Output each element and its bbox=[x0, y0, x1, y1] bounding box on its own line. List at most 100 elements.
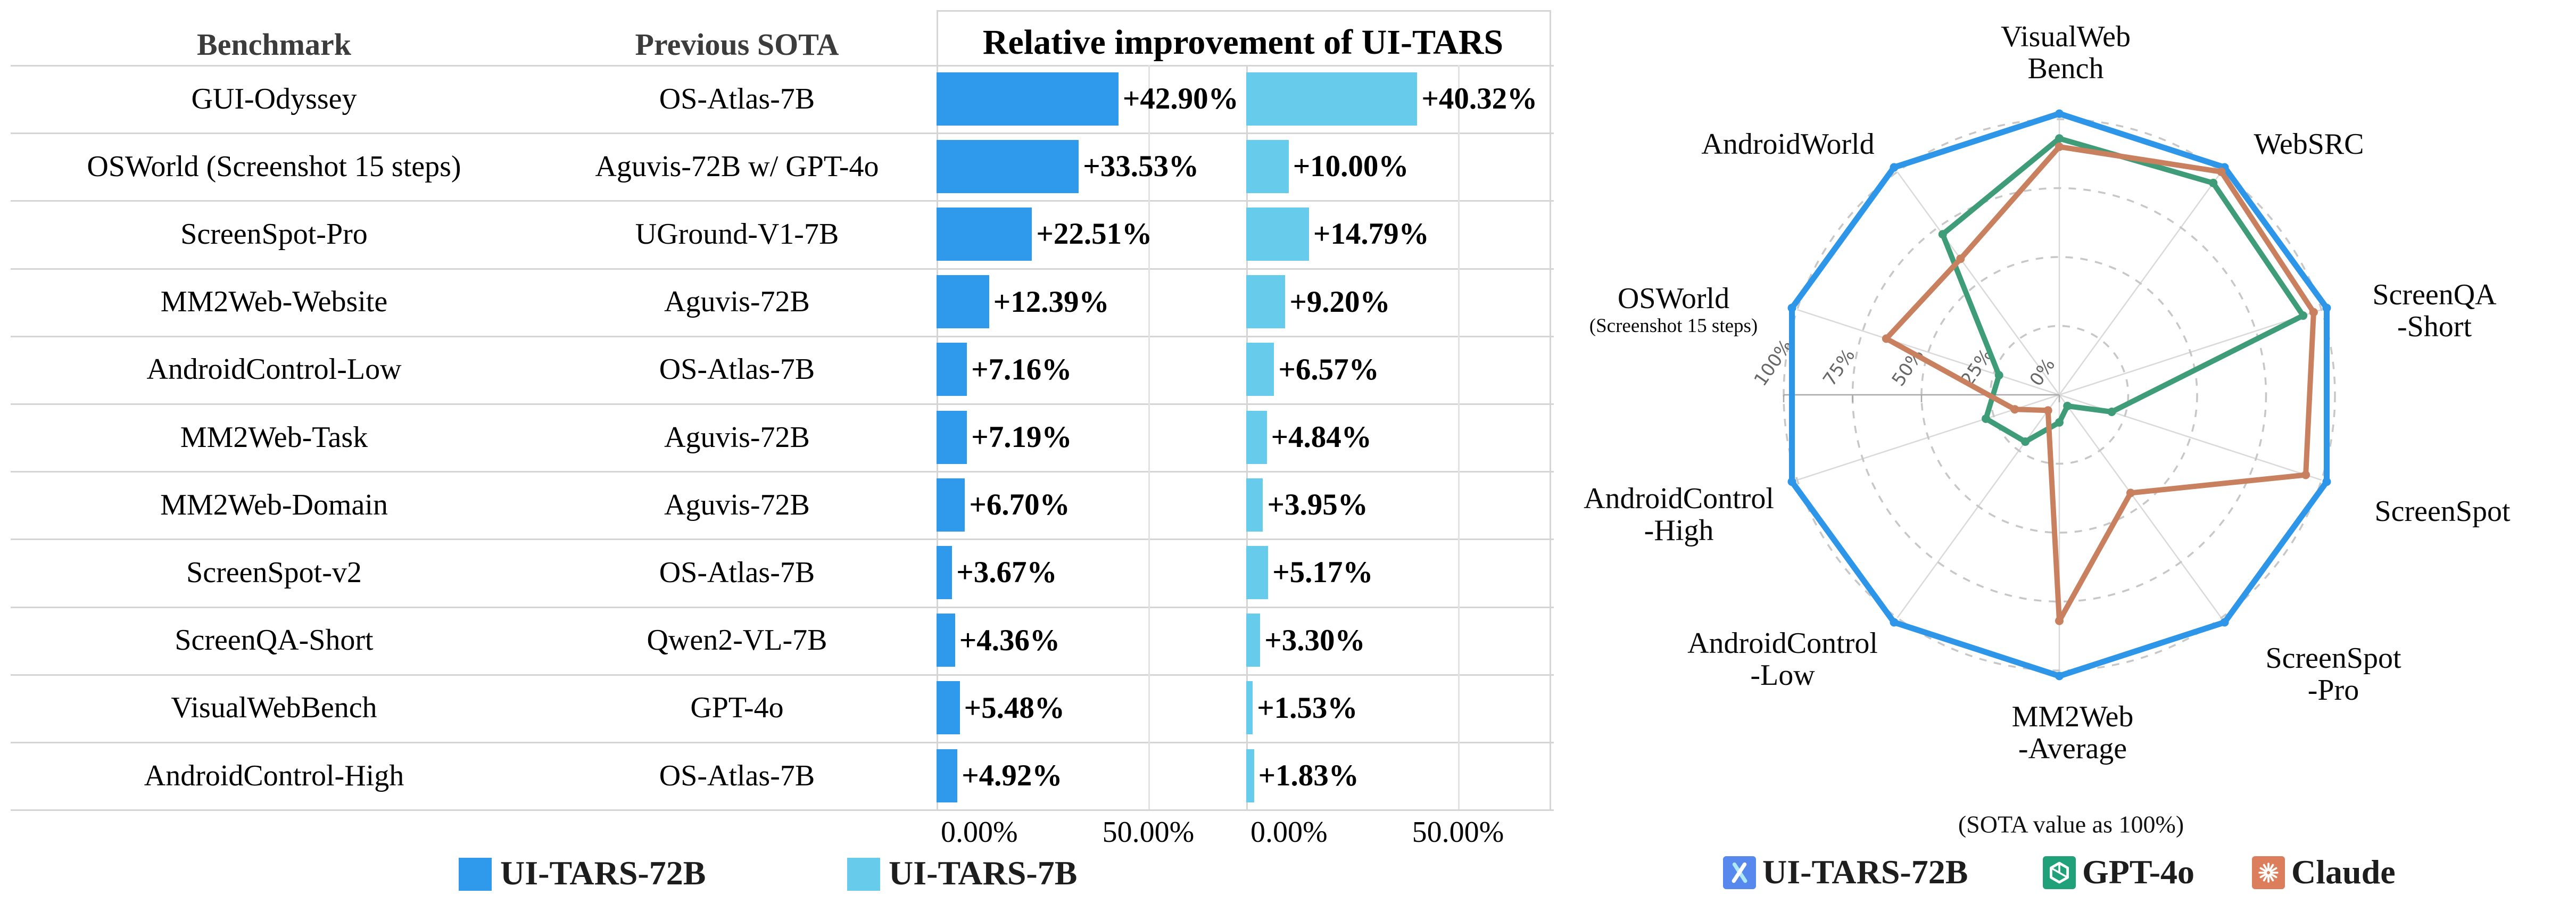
radar-marker-UI-TARS-72B bbox=[2220, 618, 2229, 627]
radar-axis-label-websrc: WebSRC bbox=[2254, 128, 2364, 161]
bar-value-uitars-72b: +7.16% bbox=[971, 352, 1072, 386]
bar-uitars-72b bbox=[937, 275, 989, 329]
radar-marker-GPT-4o bbox=[2299, 311, 2308, 320]
row-separator-line bbox=[11, 539, 1554, 541]
bar-value-uitars-72b: +33.53% bbox=[1083, 150, 1199, 184]
radar-marker-Claude bbox=[2309, 308, 2318, 317]
radar-legend-label-ui-tars-72b: UI-TARS-72B bbox=[1762, 853, 1968, 891]
bar-uitars-7b bbox=[1246, 139, 1289, 193]
radar-comparison-chart: 100% 75% 50% 25% 0% VisualWeb Bench WebSRC Scre… bbox=[1575, 0, 2576, 903]
radar-axis-label-screenqa-short: ScreenQA -Short bbox=[2372, 279, 2496, 343]
radar-tick-label: 0% bbox=[2026, 354, 2060, 390]
legend-swatch-uitars-72b bbox=[459, 858, 492, 891]
radar-marker-GPT-4o bbox=[2209, 178, 2218, 187]
bar-value-uitars-72b: +4.36% bbox=[959, 623, 1060, 657]
radar-marker-GPT-4o bbox=[2055, 134, 2064, 143]
radar-axis-label-line: MM2Web bbox=[2011, 700, 2134, 734]
radar-spoke-line bbox=[1896, 171, 2060, 395]
bar-uitars-7b bbox=[1246, 546, 1269, 599]
bar-value-uitars-7b: +14.79% bbox=[1313, 217, 1429, 251]
radar-marker-GPT-4o bbox=[2021, 437, 2030, 446]
fifty-percent-gridline bbox=[1458, 65, 1460, 810]
radar-marker-UI-TARS-72B bbox=[1787, 477, 1796, 486]
radar-axis-label-line: VisualWeb bbox=[2000, 20, 2131, 54]
fifty-percent-gridline bbox=[1148, 65, 1150, 810]
radar-marker-UI-TARS-72B bbox=[1787, 303, 1796, 312]
bar-value-uitars-7b: +3.95% bbox=[1267, 488, 1368, 522]
radar-series-Claude bbox=[1883, 144, 2316, 624]
radar-marker-UI-TARS-72B bbox=[2055, 109, 2064, 118]
radar-grid-ring bbox=[1851, 187, 2267, 603]
radar-marker-UI-TARS-72B bbox=[1890, 618, 1899, 627]
radar-marker-Claude bbox=[2301, 470, 2310, 479]
bar-value-uitars-7b: +1.83% bbox=[1258, 759, 1359, 793]
radar-marker-UI-TARS-72B bbox=[1890, 163, 1899, 172]
radar-axis-label-screenspot: ScreenSpot bbox=[2374, 495, 2510, 528]
row-separator-line bbox=[11, 65, 1554, 67]
radar-marker-Claude bbox=[2055, 616, 2064, 625]
bar-uitars-7b bbox=[1246, 410, 1267, 464]
benchmark-cell: GUI-Odyssey bbox=[191, 82, 357, 115]
radar-marker-GPT-4o bbox=[2063, 401, 2072, 410]
radar-axis-label-line: ScreenQA bbox=[2372, 278, 2497, 312]
legend-label-uitars-72b: UI-TARS-72B bbox=[500, 854, 706, 892]
bar-uitars-72b bbox=[937, 478, 965, 532]
radar-marker-Claude bbox=[2217, 167, 2226, 176]
uitars-logo-icon bbox=[1732, 862, 1747, 883]
previous-sota-cell: Aguvis-72B bbox=[664, 285, 810, 319]
bar-uitars-7b bbox=[1246, 343, 1274, 396]
radar-axis-label-line: -Low bbox=[1750, 659, 1815, 692]
radar-plot: 100% 75% 50% 25% 0% bbox=[1750, 109, 2336, 681]
bar-value-uitars-72b: +3.67% bbox=[956, 556, 1057, 590]
radar-caption: (SOTA value as 100%) bbox=[1958, 810, 2184, 838]
row-separator-line bbox=[11, 335, 1554, 337]
radar-marker-Claude bbox=[1882, 334, 1891, 343]
radar-marker-GPT-4o bbox=[2107, 408, 2116, 417]
radar-legend-swatch-claude bbox=[2252, 856, 2285, 889]
bar-uitars-72b bbox=[937, 139, 1079, 193]
previous-sota-cell: GPT-4o bbox=[690, 691, 784, 725]
radar-marker-GPT-4o bbox=[1994, 371, 2003, 380]
bar-value-uitars-7b: +5.17% bbox=[1272, 556, 1373, 590]
benchmark-cell: MM2Web-Domain bbox=[160, 488, 388, 521]
radar-axis-label-screenspot-pro: ScreenSpot -Pro bbox=[2265, 642, 2401, 707]
bar-value-uitars-7b: +40.32% bbox=[1421, 82, 1538, 116]
row-separator-line bbox=[11, 471, 1554, 473]
radar-spoke-line bbox=[2058, 394, 2222, 618]
radar-axis-label-androidcontrol-high: AndroidControl -High bbox=[1584, 483, 1774, 547]
bar-value-uitars-72b: +7.19% bbox=[971, 420, 1072, 454]
x-tick-zero: 0.00% bbox=[1250, 816, 1328, 849]
radar-axis-label-line: -Pro bbox=[2307, 674, 2359, 707]
x-tick-zero: 0.00% bbox=[941, 816, 1018, 849]
benchmark-cell: AndroidControl-Low bbox=[146, 353, 402, 386]
radar-axis-label-line: Bench bbox=[2027, 52, 2104, 85]
column-header-improvement: Relative improvement of UI-TARS bbox=[982, 23, 1504, 62]
radar-marker-GPT-4o bbox=[1938, 230, 1947, 239]
radar-series-GPT-4o bbox=[1940, 136, 2306, 444]
bar-uitars-72b bbox=[937, 343, 967, 396]
radar-marker-UI-TARS-72B bbox=[2055, 672, 2064, 681]
panel-border-line bbox=[1550, 10, 1551, 810]
row-separator-line bbox=[11, 742, 1554, 743]
radar-marker-UI-TARS-72B bbox=[2322, 477, 2331, 486]
radar-axis-label-line: -High bbox=[1644, 514, 1714, 547]
previous-sota-cell: OS-Atlas-7B bbox=[659, 82, 815, 115]
radar-marker-Claude bbox=[1956, 254, 1965, 263]
bar-value-uitars-72b: +4.92% bbox=[962, 759, 1063, 793]
bar-value-uitars-7b: +1.53% bbox=[1257, 691, 1358, 725]
bar-value-uitars-7b: +4.84% bbox=[1271, 420, 1372, 454]
radar-grid-ring bbox=[1989, 325, 2130, 465]
radar-axis-label-line: -Short bbox=[2397, 310, 2472, 343]
header-box-top-line bbox=[937, 10, 1550, 12]
radar-marker-GPT-4o bbox=[1982, 414, 1991, 423]
row-separator-line bbox=[11, 268, 1554, 270]
radar-axis-label-line: AndroidControl bbox=[1584, 482, 1774, 516]
benchmark-cell: ScreenSpot-Pro bbox=[180, 217, 368, 251]
bar-uitars-7b bbox=[1246, 749, 1254, 802]
previous-sota-cell: OS-Atlas-7B bbox=[659, 556, 815, 589]
benchmark-cell: ScreenSpot-v2 bbox=[186, 556, 362, 589]
bar-value-uitars-7b: +6.57% bbox=[1278, 352, 1379, 386]
bar-uitars-7b bbox=[1246, 478, 1263, 532]
row-separator-line bbox=[11, 606, 1554, 608]
